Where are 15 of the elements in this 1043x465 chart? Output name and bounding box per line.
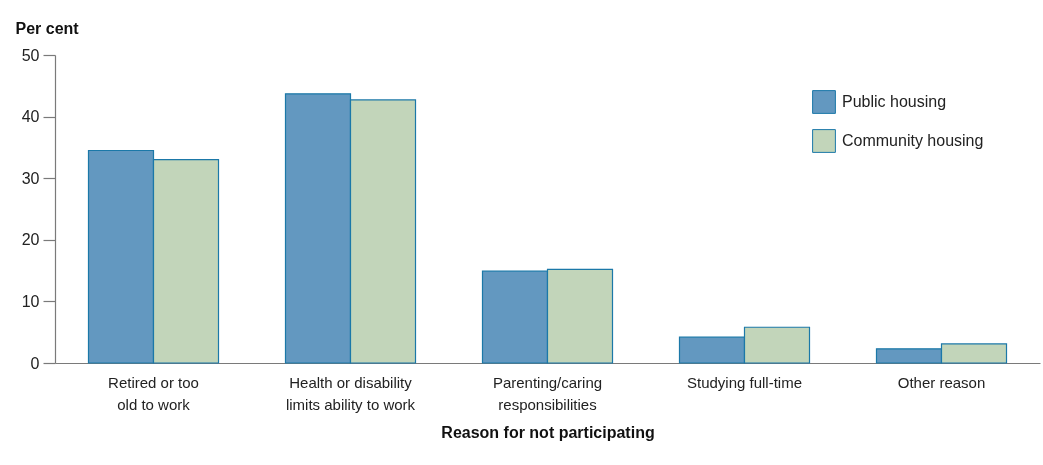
legend-label: Community housing [842,132,984,149]
legend-label: Public housing [842,93,947,110]
y-tick-label: 10 [21,292,40,310]
x-tick-label: Other reason [897,373,986,391]
x-tick-label: Retired or too old to work [108,373,199,413]
y-tick-label: 30 [21,169,40,187]
x-tick-label: Parenting/caring responsibilities [492,373,603,413]
x-axis-title: Reason for not participating [441,423,655,441]
x-tick-label: Studying full-time [686,373,803,391]
y-tick-label: 40 [21,108,40,126]
x-tick-label: Health or disability limits ability to work [285,373,416,413]
y-tick-label: 0 [30,354,40,372]
y-axis-title: Per cent [15,19,80,37]
y-tick-label: 50 [21,46,40,64]
y-tick-label: 20 [21,231,40,249]
